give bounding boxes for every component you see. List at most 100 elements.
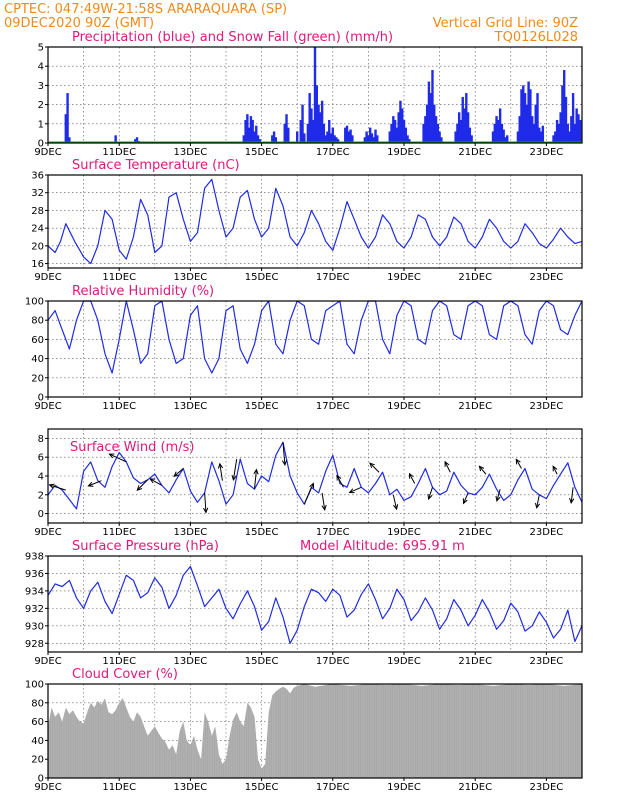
wind-panel: 0 2 4 6 8 9DEC 11DEC 13DEC 15DEC 17DEC 19DEC 21DEC 2… [34, 428, 583, 538]
precip-bar [328, 119, 331, 143]
x-tick-label: 17DEC [316, 782, 350, 793]
y-tick-label: 20 [31, 373, 44, 384]
y-tick-label: 4 [38, 472, 44, 483]
pressure-panel: 928 930 932 934 936 938 9DEC 11DEC 13DEC 15DEC 17D… [25, 539, 583, 667]
wind-vector-arrowhead [48, 483, 55, 489]
precip-bar [433, 104, 436, 143]
precip-bar [465, 93, 468, 143]
x-tick-label: 11DEC [102, 782, 136, 793]
wind-vector-arrow [219, 463, 223, 481]
precip-bar [527, 81, 530, 143]
precip-bar [247, 127, 251, 143]
y-tick-label: 0 [38, 139, 44, 150]
precip-bar [351, 135, 354, 143]
precip-bar [555, 119, 559, 143]
precip-bar [431, 70, 434, 143]
x-tick-label: 23DEC [530, 527, 564, 538]
precip-bar [244, 119, 247, 143]
precip-bar [522, 85, 525, 143]
y-tick-label: 0 [38, 774, 44, 785]
plot-frame [47, 555, 583, 653]
wind-vector-arrowhead [393, 504, 399, 511]
y-tick-label: 934 [25, 586, 44, 597]
wind-vector-arrowhead [336, 474, 342, 481]
header-location: CPTEC: 047:49W-21:58S ARARAQUARA (SP) [4, 2, 287, 17]
y-tick-label: 16 [31, 259, 44, 270]
precip-bar [457, 112, 461, 143]
wind-vector-arrowhead [309, 482, 315, 489]
plot-frame [47, 683, 583, 779]
precip-bar [559, 112, 562, 143]
humidity-panel: 0 20 40 60 80 100 9DEC 11DEC 13DEC 15DEC 17DEC 19DE… [25, 284, 583, 412]
x-tick-label: 13DEC [174, 147, 208, 158]
wind-vector-arrow [88, 480, 102, 487]
precip-bar [135, 137, 139, 143]
precip-bar [498, 108, 502, 143]
y-tick-label: 40 [31, 736, 44, 747]
y-tick-label: 0 [38, 509, 44, 520]
precip-bar [326, 131, 329, 143]
precip-bar [468, 127, 472, 143]
precip-bar [372, 137, 375, 143]
precip-bar [320, 100, 324, 143]
precip-bar [404, 127, 407, 143]
x-tick-label: 11DEC [102, 527, 136, 538]
precip-bar [308, 93, 311, 143]
precip-bar [315, 85, 318, 143]
precip-bar [303, 133, 306, 143]
precip-bar [575, 108, 578, 143]
precip-bar [497, 119, 500, 143]
precip-bar [271, 135, 274, 143]
x-tick-label: 19DEC [387, 401, 421, 412]
x-tick-label: 17DEC [316, 401, 350, 412]
wind-vector-arrow [552, 466, 558, 475]
precip-bar [335, 137, 338, 143]
precip-bar [390, 123, 393, 143]
x-tick-label: 15DEC [245, 656, 279, 667]
precip-bar [68, 137, 71, 143]
cloud-cover-panel: 0 20 40 60 80 100 9DEC 11DEC 13DEC 15DEC 17DEC 19DE… [25, 667, 583, 793]
x-tick-label: 17DEC [316, 147, 350, 158]
x-tick-label: 9DEC [34, 656, 61, 667]
precip-panel: 0 1 2 3 4 5 9DEC 11DEC 13DEC 15DEC 17DEC 19DEC 21DEC… [34, 30, 583, 158]
temperature-panel: 16 20 24 28 32 36 9DEC 11DEC 13DEC 15DEC 17DEC 19DE… [31, 158, 583, 283]
precip-bar [333, 135, 336, 143]
precip-bar [395, 127, 399, 143]
wind-vector-arrowhead [87, 481, 94, 487]
wind-vector-arrow [369, 462, 380, 473]
precip-bar [344, 127, 347, 143]
wind-vector-arrowhead [478, 465, 485, 472]
precip-bar [374, 129, 377, 143]
wind-vector-arrowhead [408, 472, 414, 479]
precip-bar [114, 135, 117, 143]
wind-vector-arrow [478, 465, 487, 475]
wind-vector-arrow [282, 442, 286, 465]
wind-vector-arrowhead [173, 471, 180, 478]
precip-bar [577, 114, 580, 143]
precip-bar [571, 93, 575, 143]
y-tick-label: 24 [31, 224, 44, 235]
wind-vector-arrowhead [534, 502, 541, 509]
wind-vector-arrow [204, 492, 207, 513]
x-tick-label: 23DEC [530, 656, 564, 667]
y-tick-label: 20 [31, 755, 44, 766]
precip-bar [491, 131, 495, 143]
precip-bar [336, 139, 340, 143]
x-tick-label: 23DEC [530, 272, 564, 283]
y-tick-label: 60 [31, 717, 44, 728]
x-tick-label: 13DEC [174, 782, 208, 793]
precip-bar [345, 125, 349, 143]
precip-bar [532, 123, 536, 143]
precip-bar [319, 112, 322, 143]
precip-bar [408, 139, 411, 143]
wind-vector-arrow [49, 484, 66, 491]
x-tick-label: 15DEC [245, 272, 279, 283]
wind-vector-arrow [515, 459, 522, 469]
wind-vector-arrow [496, 489, 501, 501]
wind-vector-arrow [253, 469, 257, 490]
precip-bar [296, 131, 299, 143]
pres-series-line [47, 565, 583, 644]
panel-title: Precipitation (blue) and Snow Fall (gree… [72, 30, 393, 45]
precip-bar [456, 123, 459, 143]
